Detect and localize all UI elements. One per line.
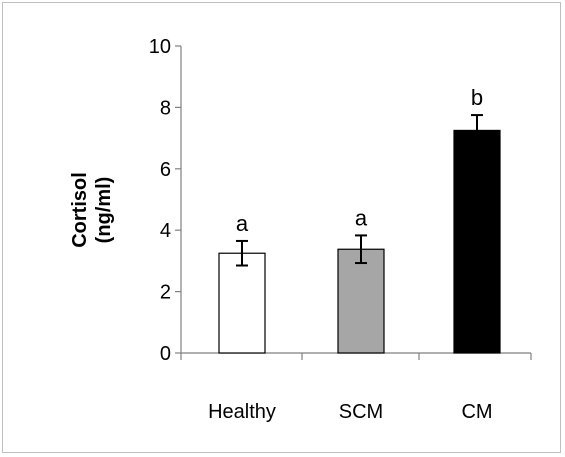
bar-scm xyxy=(337,248,385,354)
significance-label-scm: a xyxy=(355,205,368,230)
y-tick-label-8: 8 xyxy=(160,97,171,119)
y-tick-label-4: 4 xyxy=(160,220,171,242)
y-tick-label-2: 2 xyxy=(160,282,171,304)
x-axis-categories: Healthy SCM CM xyxy=(208,401,492,423)
y-axis-label-line-0: Cortisol xyxy=(69,172,91,248)
x-tick-label-healthy: Healthy xyxy=(208,401,276,423)
x-tick-label-cm: CM xyxy=(461,401,492,423)
y-tick-label-6: 6 xyxy=(160,159,171,181)
significance-label-cm: b xyxy=(471,85,483,110)
significance-labels: a a b xyxy=(236,85,483,236)
y-tick-label-0: 0 xyxy=(160,343,171,365)
bar-cm xyxy=(453,129,501,354)
figure-frame xyxy=(2,2,561,453)
x-tick-label-scm: SCM xyxy=(339,401,383,423)
y-axis-label-line-1: (ng/ml) xyxy=(93,177,115,244)
error-bars xyxy=(236,114,483,267)
y-axis-ticks: 0 2 4 6 8 10 xyxy=(149,36,181,365)
significance-label-healthy: a xyxy=(236,211,249,236)
bars xyxy=(218,129,501,354)
bar-healthy xyxy=(218,252,266,354)
y-tick-label-10: 10 xyxy=(149,36,171,58)
y-axis-label: Cortisol (ng/ml) xyxy=(69,172,115,248)
